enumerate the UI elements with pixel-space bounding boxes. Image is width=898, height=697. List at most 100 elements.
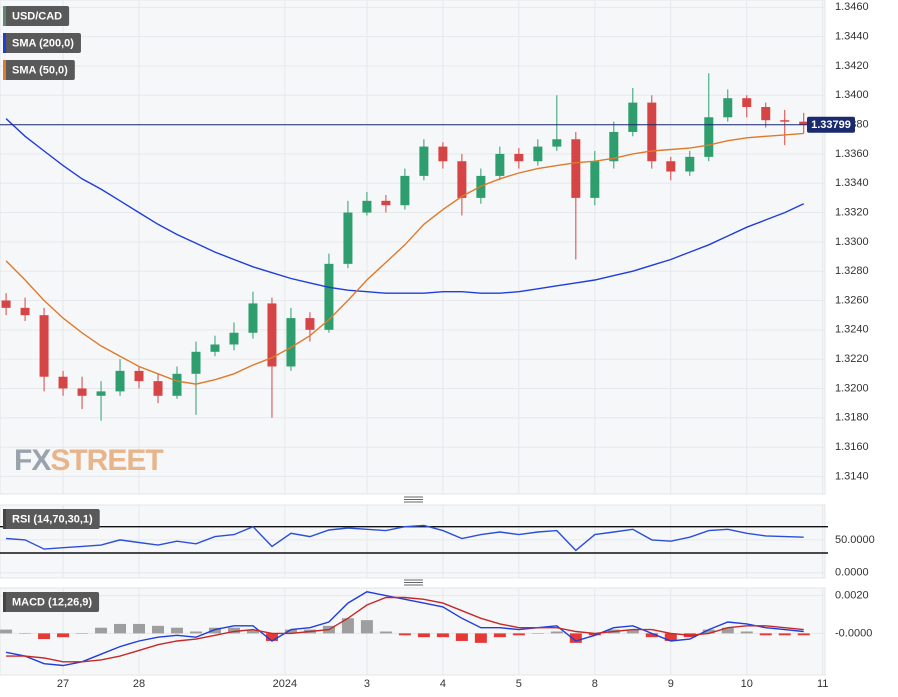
histogram-bar — [265, 633, 278, 641]
legend-swatch — [3, 509, 6, 529]
histogram-bar — [19, 633, 32, 634]
candle-body — [134, 370, 144, 382]
candle-body — [210, 344, 220, 352]
y-tick-label: 1.3460 — [835, 1, 869, 13]
y-tick-label: 1.3220 — [835, 353, 869, 365]
legend-item: SMA (200,0) — [3, 33, 81, 53]
legend-swatch — [3, 592, 6, 612]
histogram-bar — [152, 625, 165, 634]
x-tick-label: 11 — [817, 678, 828, 690]
y-tick-label: 1.3400 — [835, 89, 869, 101]
y-tick-label: 1.3260 — [835, 294, 869, 306]
candle-body — [286, 318, 296, 367]
histogram-bar — [455, 633, 468, 641]
histogram-bar — [664, 633, 677, 641]
histogram-bar — [38, 633, 51, 640]
histogram-bar — [550, 631, 563, 634]
x-tick-label: 10 — [741, 678, 753, 690]
histogram-bar — [493, 633, 506, 638]
candle-body — [647, 102, 657, 162]
histogram-bar — [246, 629, 259, 634]
y-tick-label: 50.0000 — [835, 534, 875, 546]
candle-body — [533, 146, 543, 162]
candle-body — [704, 117, 714, 157]
watermark-part: STREET — [50, 444, 163, 477]
y-tick-label: 1.3340 — [835, 177, 869, 189]
legend-label: SMA (200,0) — [12, 37, 74, 49]
candle-body — [153, 381, 163, 396]
legend-item: MACD (12,26,9) — [3, 592, 100, 612]
x-tick-label: 8 — [592, 678, 598, 690]
candle-body — [571, 139, 581, 198]
y-tick-label: -0.0000 — [835, 627, 872, 639]
histogram-bar — [759, 633, 772, 636]
histogram-bar — [171, 627, 184, 634]
y-tick-label: 1.3320 — [835, 206, 869, 218]
histogram-bar — [645, 633, 658, 638]
histogram-bar — [474, 633, 487, 643]
candle-body — [96, 391, 106, 396]
candle-body — [305, 318, 315, 330]
candle-body — [58, 376, 68, 389]
candle-body — [723, 98, 733, 118]
panel-handle — [404, 496, 423, 586]
histogram-bar — [379, 631, 392, 634]
series-line — [5, 118, 804, 294]
candle-body — [115, 370, 125, 392]
candle-body — [20, 307, 30, 316]
y-tick-label: 1.3280 — [835, 265, 869, 277]
x-tick-label: 4 — [440, 678, 446, 690]
histogram-bar — [797, 633, 810, 636]
candle-body — [77, 388, 87, 396]
histogram-bar — [702, 629, 715, 634]
legend-box — [3, 592, 100, 612]
candle-body — [267, 303, 277, 367]
candle-body — [514, 153, 524, 162]
candle-body — [381, 200, 391, 206]
y-tick-label: 1.3240 — [835, 324, 869, 336]
plot-area — [0, 0, 826, 495]
histogram-bar — [95, 627, 108, 634]
candle-body — [457, 161, 467, 198]
legend-item: RSI (14,70,30,1) — [3, 509, 100, 529]
histogram-bar — [341, 618, 354, 634]
histogram-bar — [740, 631, 753, 634]
legend-item: SMA (50,0) — [3, 60, 75, 80]
y-tick-label: 1.3140 — [835, 470, 869, 482]
candle-body — [666, 161, 676, 172]
y-tick-label: 0.0020 — [835, 589, 869, 601]
candle-body — [248, 303, 258, 333]
histogram-bar — [569, 633, 582, 643]
histogram-bar — [417, 633, 430, 638]
histogram-bar — [133, 623, 146, 634]
candle-body — [343, 212, 353, 264]
candle-body — [191, 351, 201, 374]
legend-box — [3, 60, 75, 80]
watermark-part: FX — [14, 444, 51, 477]
legend-swatch — [3, 60, 6, 80]
histogram-bar — [360, 620, 373, 634]
histogram-bar — [227, 627, 240, 634]
candle-body — [780, 120, 790, 122]
histogram-bar — [588, 633, 601, 636]
candle-body — [400, 175, 410, 206]
x-tick-label: 27 — [57, 678, 69, 690]
y-tick-label: 1.3360 — [835, 148, 869, 160]
candle-body — [552, 139, 562, 147]
legend-label: MACD (12,26,9) — [12, 596, 92, 608]
candle-body — [172, 373, 182, 396]
candle-body — [229, 332, 239, 345]
legend-box — [3, 33, 81, 53]
candle-body — [495, 153, 505, 176]
legend-swatch — [3, 33, 6, 53]
x-tick-label: 28 — [133, 678, 145, 690]
current-price-label: 1.33799 — [811, 119, 851, 131]
current-price-box — [807, 116, 855, 133]
histogram-bar — [626, 629, 639, 634]
x-tick-label: 5 — [516, 678, 522, 690]
histogram-bar — [0, 629, 13, 634]
candle-body — [39, 315, 49, 377]
y-tick-label: 0.0000 — [835, 567, 869, 579]
histogram-bar — [284, 629, 297, 634]
y-tick-label: 1.3300 — [835, 236, 869, 248]
